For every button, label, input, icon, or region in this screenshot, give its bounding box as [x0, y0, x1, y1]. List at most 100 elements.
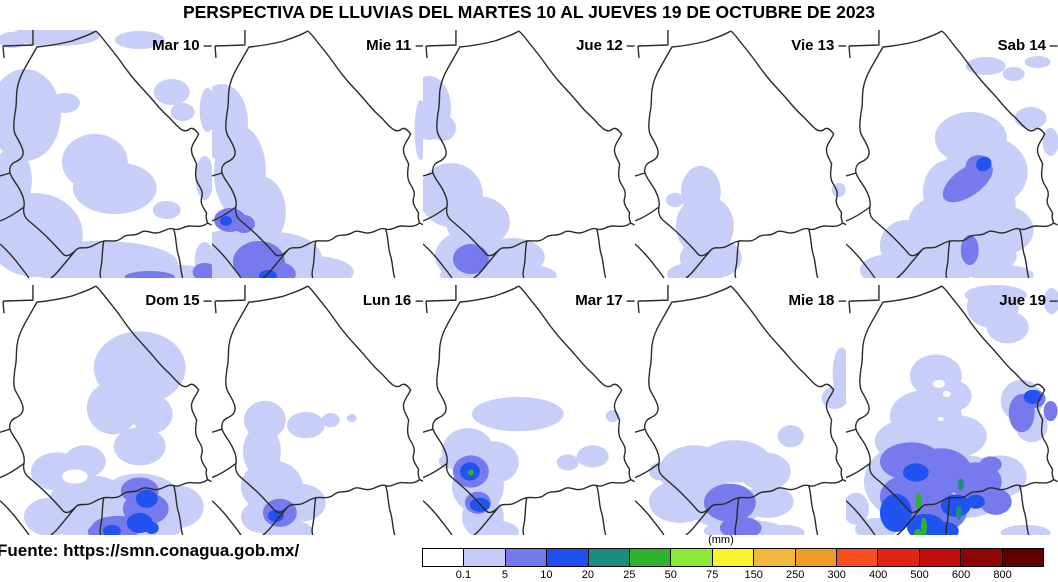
- panel-day-label: Mar 10: [152, 37, 200, 54]
- precip-blob: [980, 488, 1013, 515]
- forecast-map: [423, 285, 635, 535]
- precip-blob: [505, 265, 557, 278]
- precip-blob: [903, 463, 930, 482]
- map-panel: Sab 14: [846, 30, 1058, 278]
- legend-color-segment: [919, 549, 962, 566]
- precip-blob: [468, 469, 475, 476]
- precip-blob: [933, 379, 946, 388]
- precip-blob: [219, 216, 232, 226]
- legend-color-segment: [837, 549, 879, 566]
- precip-blob: [987, 311, 1030, 344]
- precip-blob: [472, 396, 564, 432]
- precip-blob: [114, 31, 165, 49]
- precip-blob: [764, 524, 805, 535]
- precip-blob: [961, 235, 980, 265]
- precip-blob: [113, 427, 166, 466]
- precip-blob: [195, 156, 212, 200]
- precip-blob: [0, 32, 26, 48]
- precip-blob: [135, 489, 158, 508]
- state-boundaries: [0, 285, 212, 535]
- precip-blob: [914, 528, 923, 535]
- forecast-map: [0, 30, 212, 278]
- precip-blob: [124, 271, 175, 278]
- precip-blob: [192, 263, 212, 278]
- legend-color-segment: [423, 549, 465, 566]
- legend-tick-value: 25: [623, 569, 636, 581]
- precip-blob: [666, 263, 719, 278]
- precip-blob: [967, 494, 986, 509]
- precip-blob: [130, 394, 173, 434]
- state-boundaries: [211, 30, 424, 278]
- precip-blob: [665, 193, 684, 207]
- forecast-map: [211, 30, 424, 278]
- legend-color-segment: [1002, 549, 1044, 566]
- legend-color-segment: [754, 549, 796, 566]
- state-boundaries: [0, 30, 212, 278]
- legend-tick-value: 5: [501, 569, 508, 581]
- precip-blob: [741, 485, 794, 518]
- map-panel: Jue 19: [846, 285, 1058, 535]
- forecast-map: [423, 30, 635, 278]
- precipitation-layer: [0, 30, 212, 278]
- precipitation-layer: [439, 396, 620, 535]
- legend-color-segment: [630, 549, 672, 566]
- panel-day-label: Dom 15: [145, 292, 200, 309]
- precip-blob: [61, 469, 88, 484]
- state-boundaries: [634, 30, 847, 278]
- precip-blob: [966, 57, 1007, 75]
- source-link[interactable]: Fuente: https://smn.conagua.gob.mx/: [0, 541, 300, 560]
- legend-tick-value: 75: [706, 569, 719, 581]
- precip-blob: [346, 414, 357, 423]
- precip-blob: [846, 492, 870, 525]
- legend-tick-value: 300: [827, 569, 846, 581]
- legend-tick-value: 150: [744, 569, 763, 581]
- precip-blob: [1001, 524, 1051, 535]
- precip-blob: [170, 103, 195, 121]
- map-panel: Lun 16: [211, 285, 424, 535]
- precip-blob: [430, 115, 457, 141]
- precipitation-layer: [665, 166, 846, 278]
- state-boundaries: [846, 285, 1058, 535]
- precipitation-layer: [211, 84, 424, 278]
- map-panel: Dom 15: [0, 285, 212, 535]
- precip-blob: [321, 413, 340, 428]
- precip-blob: [938, 417, 945, 422]
- precip-blob: [980, 456, 1003, 473]
- panel-day-label: Lun 16: [362, 292, 412, 309]
- map-panel: Jue 12: [423, 30, 635, 278]
- legend-tick-value: 400: [868, 569, 888, 581]
- map-row-2: Dom 15 Lun 16 Mar 17 Mie 18 Jue 19: [0, 285, 1058, 535]
- precip-blob: [976, 156, 992, 172]
- precip-blob: [1043, 400, 1058, 422]
- precip-blob: [72, 162, 157, 214]
- precipitation-layer: [423, 76, 557, 278]
- precip-blob: [102, 524, 121, 535]
- precip-blob: [439, 454, 458, 469]
- legend-tick-value: 10: [540, 569, 553, 581]
- precip-blob: [703, 483, 756, 522]
- legend-color-segment: [464, 549, 506, 566]
- page-title: PERSPECTIVA DE LLUVIAS DEL MARTES 10 AL …: [182, 2, 876, 22]
- map-panel: Mar 17: [423, 285, 635, 535]
- precip-blob: [153, 79, 190, 105]
- precip-blob: [152, 201, 181, 219]
- precip-blob: [286, 412, 325, 439]
- legend-color-segment: [712, 549, 755, 566]
- panel-day-label: Jue 19: [999, 292, 1046, 309]
- precip-blob: [414, 100, 424, 160]
- precip-blob: [556, 454, 579, 471]
- panel-day-label: Mie 11: [366, 37, 412, 54]
- legend-tick-value: 250: [786, 569, 805, 581]
- panel-day-label: Vie 13: [791, 37, 835, 54]
- map-row-1: Mar 10 Mie 11 Jue 12 Vie 13 Sab 14: [0, 30, 1058, 278]
- forecast-map: [846, 285, 1058, 535]
- state-boundaries: [846, 30, 1058, 278]
- precip-blob: [738, 452, 791, 491]
- precip-blob: [921, 517, 928, 535]
- state-boundaries: [423, 30, 635, 278]
- map-grid: Mar 10 Mie 11 Jue 12 Vie 13 Sab 14 Dom 15 Lun…: [0, 30, 1058, 535]
- legend-unit-label: (mm): [708, 534, 734, 546]
- legend-tick-value: 0.1: [455, 569, 472, 581]
- precip-blob: [144, 521, 159, 534]
